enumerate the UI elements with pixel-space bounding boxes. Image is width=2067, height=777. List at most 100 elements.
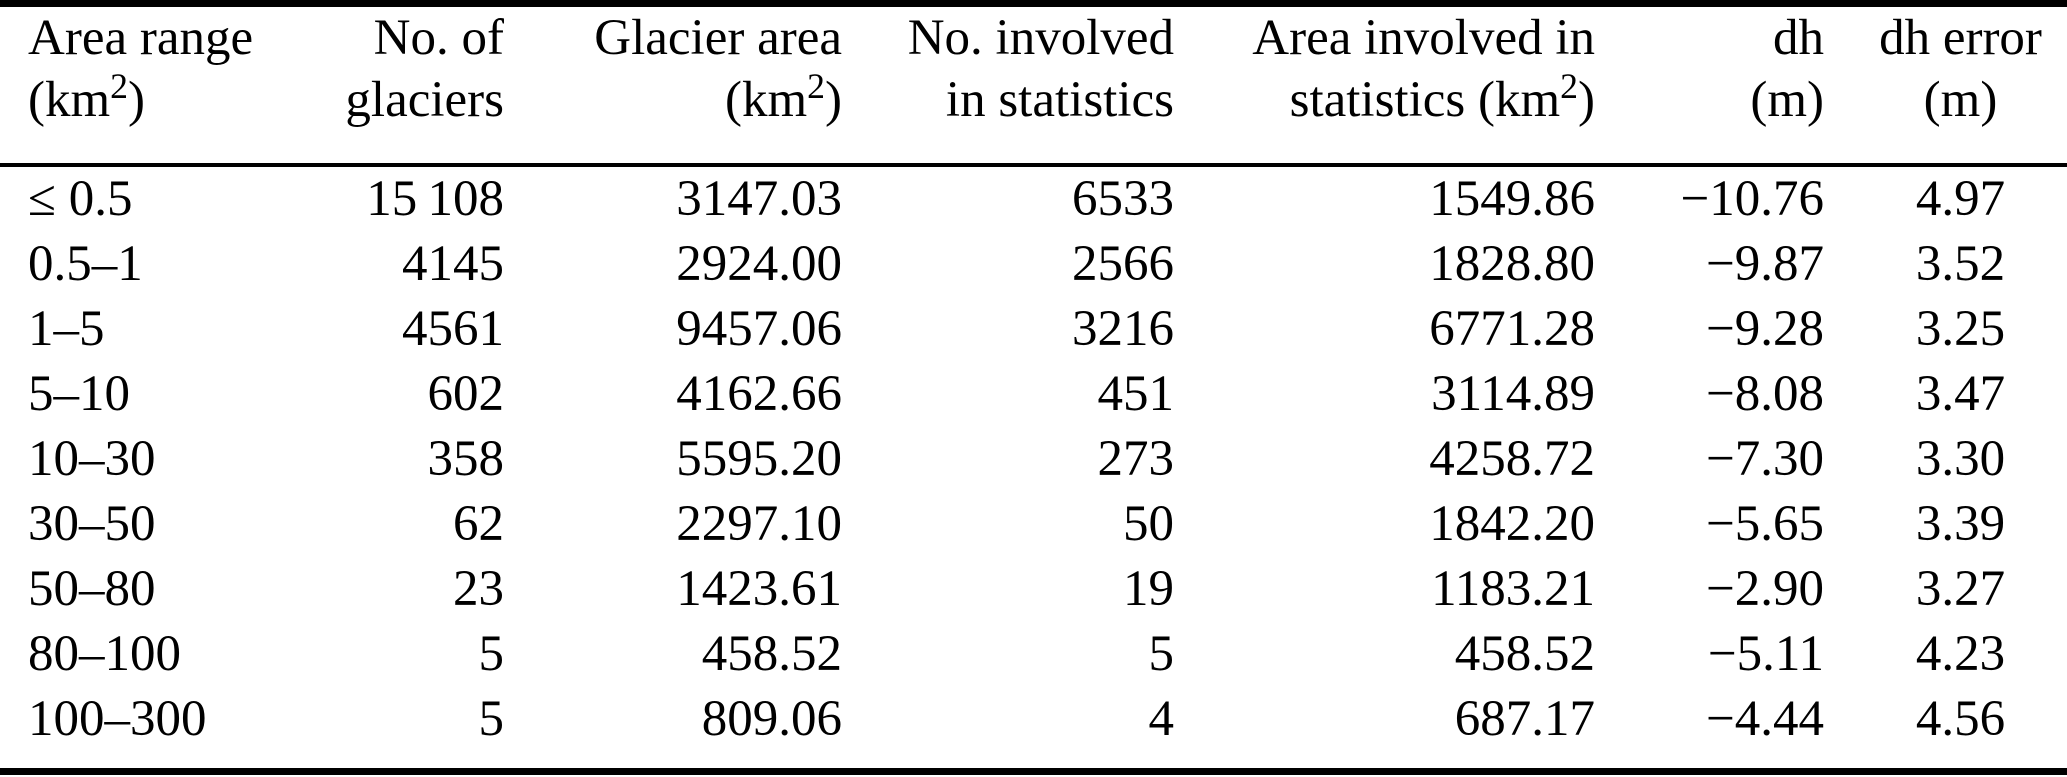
- table-row: 80–100 5 458.52 5 458.52 −5.11 4.23: [0, 622, 2067, 687]
- cell-dh-error: 3.52: [1915, 236, 2006, 292]
- cell-dh-error: 4.97: [1915, 171, 2006, 227]
- table-row: 30–50 62 2297.10 50 1842.20 −5.65 3.39: [0, 492, 2067, 557]
- cell-dh-error: 3.27: [1915, 561, 2006, 617]
- cell-area-range: 5–10: [28, 366, 130, 422]
- cell-dh-error: 4.23: [1915, 626, 2006, 682]
- superscript: 2: [110, 66, 128, 106]
- cell-area-range: 80–100: [28, 626, 181, 682]
- cell-dh-error: 4.56: [1915, 691, 2006, 747]
- cell-count-in-statistics: 5: [1148, 626, 1175, 682]
- cell-dh: −8.08: [1705, 366, 1824, 422]
- header-line-1: No. of: [373, 10, 504, 66]
- cell-glacier-area: 458.52: [701, 626, 842, 682]
- cell-glacier-count: 15 108: [366, 171, 504, 227]
- header-line-1: Glacier area: [594, 10, 842, 66]
- column-header-glacier-area: Glacier area (km2): [505, 3, 843, 167]
- cell-area-in-statistics: 1549.86: [1429, 171, 1595, 227]
- cell-dh: −4.44: [1705, 691, 1824, 747]
- cell-dh-error: 3.39: [1915, 496, 2006, 552]
- header-line-2: in statistics: [945, 72, 1174, 128]
- table-body: ≤ 0.5 15 108 3147.03 6533 1549.86 −10.76 4.97 0…: [0, 165, 2067, 772]
- cell-glacier-count: 358: [427, 431, 505, 487]
- cell-count-in-statistics: 2566: [1072, 236, 1174, 292]
- cell-glacier-count: 23: [453, 561, 504, 617]
- cell-count-in-statistics: 50: [1123, 496, 1174, 552]
- cell-dh: −2.90: [1705, 561, 1824, 617]
- cell-dh-error: 3.47: [1915, 366, 2006, 422]
- header-line-2: (m): [1923, 72, 1998, 128]
- cell-dh: −5.65: [1705, 496, 1824, 552]
- header-line-2: glaciers: [345, 72, 504, 128]
- table-row: 10–30 358 5595.20 273 4258.72 −7.30 3.30: [0, 427, 2067, 492]
- header-row: Area range (km2) No. of glaciers Glacier…: [0, 3, 2067, 167]
- header-line-1: Area range: [28, 10, 254, 66]
- cell-count-in-statistics: 6533: [1072, 171, 1174, 227]
- cell-glacier-area: 2297.10: [676, 496, 842, 552]
- cell-glacier-count: 602: [427, 366, 505, 422]
- cell-dh: −5.11: [1707, 626, 1824, 682]
- table-row: ≤ 0.5 15 108 3147.03 6533 1549.86 −10.76 4.97: [0, 165, 2067, 232]
- superscript: 2: [1560, 66, 1579, 106]
- cell-dh: −7.30: [1705, 431, 1824, 487]
- cell-area-in-statistics: 1842.20: [1429, 496, 1595, 552]
- cell-area-range: 50–80: [28, 561, 156, 617]
- table-row: 50–80 23 1423.61 19 1183.21 −2.90 3.27: [0, 557, 2067, 622]
- cell-dh-error: 3.25: [1915, 301, 2006, 357]
- header-line-2: (m): [1750, 72, 1824, 128]
- cell-count-in-statistics: 3216: [1072, 301, 1174, 357]
- cell-area-in-statistics: 458.52: [1454, 626, 1595, 682]
- table-row: 0.5–1 4145 2924.00 2566 1828.80 −9.87 3.52: [0, 232, 2067, 297]
- cell-glacier-count: 4561: [402, 301, 504, 357]
- cell-glacier-area: 809.06: [701, 691, 842, 747]
- cell-area-range: 100–300: [28, 691, 207, 747]
- header-line-1: No. involved: [907, 10, 1174, 66]
- cell-glacier-count: 5: [478, 626, 505, 682]
- cell-area-range: 1–5: [28, 301, 105, 357]
- table-row: 100–300 5 809.06 4 687.17 −4.44 4.56: [0, 687, 2067, 772]
- cell-glacier-area: 4162.66: [676, 366, 842, 422]
- cell-area-range: 10–30: [28, 431, 156, 487]
- header-line-1: dh: [1773, 10, 1824, 66]
- cell-glacier-area: 9457.06: [676, 301, 842, 357]
- cell-area-in-statistics: 687.17: [1454, 691, 1595, 747]
- cell-area-in-statistics: 1828.80: [1429, 236, 1595, 292]
- column-header-glacier-count: No. of glaciers: [260, 3, 505, 167]
- cell-glacier-count: 62: [453, 496, 504, 552]
- column-header-area-range: Area range (km2): [0, 3, 260, 167]
- cell-dh: −10.76: [1680, 171, 1824, 227]
- column-header-count-in-statistics: No. involved in statistics: [843, 3, 1175, 167]
- cell-glacier-area: 5595.20: [676, 431, 842, 487]
- superscript: 2: [807, 66, 826, 106]
- cell-glacier-area: 1423.61: [676, 561, 842, 617]
- table-row: 1–5 4561 9457.06 3216 6771.28 −9.28 3.25: [0, 297, 2067, 362]
- cell-count-in-statistics: 4: [1148, 691, 1175, 747]
- table-header: Area range (km2) No. of glaciers Glacier…: [0, 3, 2067, 167]
- cell-area-in-statistics: 4258.72: [1429, 431, 1595, 487]
- cell-dh: −9.87: [1705, 236, 1824, 292]
- cell-area-range: 30–50: [28, 496, 156, 552]
- cell-count-in-statistics: 273: [1097, 431, 1175, 487]
- cell-glacier-area: 2924.00: [676, 236, 842, 292]
- column-header-area-in-statistics: Area involved in statistics (km2): [1175, 3, 1596, 167]
- header-line-2: (km2): [725, 66, 842, 128]
- cell-glacier-count: 5: [478, 691, 505, 747]
- cell-count-in-statistics: 19: [1123, 561, 1174, 617]
- cell-count-in-statistics: 451: [1097, 366, 1175, 422]
- header-line-1: Area involved in: [1252, 10, 1595, 66]
- column-header-dh: dh (m): [1596, 3, 1825, 167]
- cell-area-range: 0.5–1: [28, 236, 143, 292]
- header-line-1: dh error: [1879, 10, 2042, 66]
- header-line-2: statistics (km2): [1289, 66, 1595, 128]
- cell-dh-error: 3.30: [1915, 431, 2006, 487]
- header-line-2: (km2): [28, 66, 145, 128]
- cell-area-range: ≤ 0.5: [28, 171, 133, 227]
- cell-dh: −9.28: [1705, 301, 1824, 357]
- table-row: 5–10 602 4162.66 451 3114.89 −8.08 3.47: [0, 362, 2067, 427]
- cell-glacier-count: 4145: [402, 236, 504, 292]
- cell-area-in-statistics: 3114.89: [1431, 366, 1595, 422]
- cell-area-in-statistics: 1183.21: [1431, 561, 1595, 617]
- column-header-dh-error: dh error (m): [1825, 3, 2067, 167]
- cell-area-in-statistics: 6771.28: [1429, 301, 1595, 357]
